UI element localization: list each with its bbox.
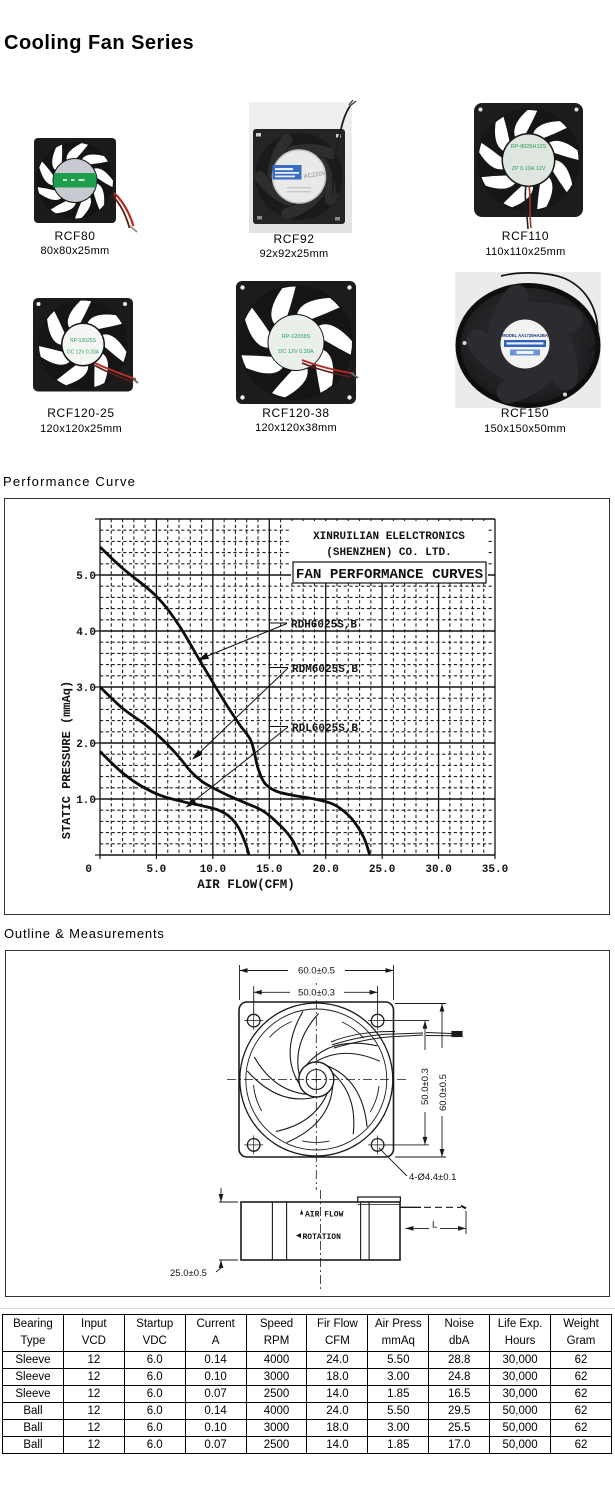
svg-text:XINRUILIAN ELELCTRONICS: XINRUILIAN ELELCTRONICS: [313, 531, 465, 543]
svg-text:AIR FLOW: AIR FLOW: [305, 1211, 344, 1220]
svg-text:10.0: 10.0: [200, 864, 226, 876]
svg-text:RDH6025S,B: RDH6025S,B: [291, 620, 357, 632]
svg-text:5.0: 5.0: [146, 864, 166, 876]
svg-text:ROTATION: ROTATION: [303, 1233, 342, 1242]
svg-text:RDL6025S,B: RDL6025S,B: [292, 723, 358, 735]
svg-text:DC 12V 0.20A: DC 12V 0.20A: [67, 350, 100, 356]
svg-text:4-Ø4.4±0.1: 4-Ø4.4±0.1: [409, 1172, 456, 1183]
svg-text:2.0: 2.0: [76, 739, 96, 751]
svg-text:AC220V: AC220V: [303, 171, 326, 180]
svg-text:STATIC PRESSURE (mmAq): STATIC PRESSURE (mmAq): [60, 681, 74, 839]
svg-text:15.0: 15.0: [256, 864, 282, 876]
svg-text:60.0±0.5: 60.0±0.5: [438, 1074, 449, 1111]
svg-text:MODEL AA1720HA2BA: MODEL AA1720HA2BA: [502, 333, 548, 338]
svg-text:RDM6025S,B: RDM6025S,B: [292, 664, 358, 676]
svg-text:30.0: 30.0: [425, 864, 451, 876]
svg-text:4.0: 4.0: [76, 627, 96, 639]
svg-text:RP-12025S: RP-12025S: [70, 338, 97, 344]
svg-text:0: 0: [85, 864, 92, 876]
svg-text:RP-8025H12S: RP-8025H12S: [511, 144, 547, 150]
svg-text:1.0: 1.0: [76, 795, 96, 807]
svg-text:25.0±0.5: 25.0±0.5: [170, 1268, 207, 1279]
svg-text:50.0±0.3: 50.0±0.3: [420, 1068, 431, 1105]
svg-text:50.0±0.3: 50.0±0.3: [298, 987, 335, 998]
svg-text:60.0±0.5: 60.0±0.5: [298, 966, 335, 977]
svg-text:35.0: 35.0: [482, 864, 508, 876]
svg-text:AIR FLOW(CFM): AIR FLOW(CFM): [197, 878, 295, 892]
svg-text:FAN PERFORMANCE CURVES: FAN PERFORMANCE CURVES: [296, 567, 484, 583]
svg-text:(SHENZHEN) CO. LTD.: (SHENZHEN) CO. LTD.: [326, 547, 451, 559]
svg-text:ZP 0.10A 12V: ZP 0.10A 12V: [512, 166, 546, 172]
svg-text:RP-12038S: RP-12038S: [282, 334, 311, 340]
svg-text:5.0: 5.0: [76, 571, 96, 583]
svg-text:L: L: [432, 1220, 437, 1231]
svg-text:25.0: 25.0: [369, 864, 395, 876]
svg-text:3.0: 3.0: [76, 683, 96, 695]
svg-text:20.0: 20.0: [312, 864, 338, 876]
svg-text:DC 12V 0.30A: DC 12V 0.30A: [278, 349, 313, 355]
